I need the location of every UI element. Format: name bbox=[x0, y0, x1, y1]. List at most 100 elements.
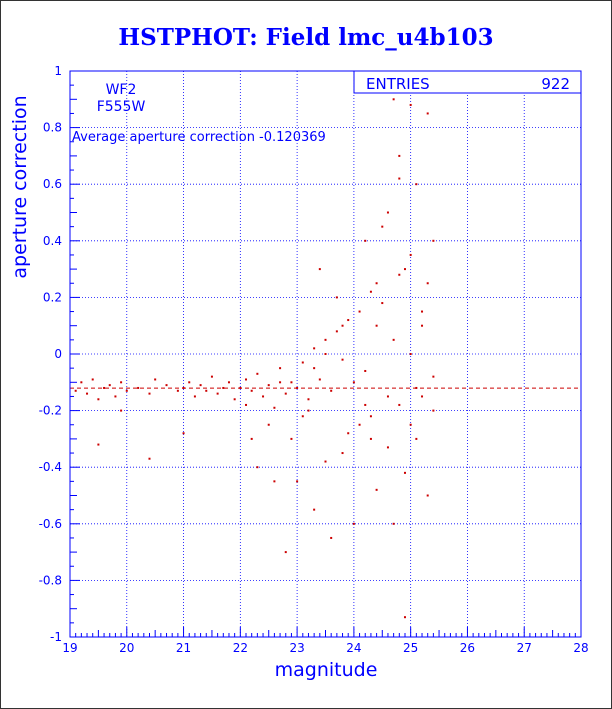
data-point bbox=[91, 378, 94, 381]
detector-label: WF2 bbox=[106, 82, 137, 98]
data-point bbox=[137, 386, 140, 389]
data-point bbox=[114, 395, 117, 398]
data-point bbox=[97, 443, 100, 446]
data-point bbox=[210, 375, 213, 378]
data-point bbox=[176, 389, 179, 392]
data-point bbox=[341, 324, 344, 327]
y-tick-label: 0.2 bbox=[43, 290, 62, 304]
data-point bbox=[398, 403, 401, 406]
data-point bbox=[409, 253, 412, 256]
y-tick-label: 0.8 bbox=[43, 121, 62, 135]
x-tick-label: 28 bbox=[573, 641, 588, 655]
data-point bbox=[273, 480, 276, 483]
data-point bbox=[381, 302, 384, 305]
data-point bbox=[381, 225, 384, 228]
x-tick-label: 27 bbox=[517, 641, 532, 655]
data-point bbox=[103, 386, 106, 389]
stats-box bbox=[353, 70, 582, 94]
data-point bbox=[409, 423, 412, 426]
data-point bbox=[148, 392, 151, 395]
data-point bbox=[426, 494, 429, 497]
data-point bbox=[267, 384, 270, 387]
data-point bbox=[426, 282, 429, 285]
data-point bbox=[216, 392, 219, 395]
data-point bbox=[335, 296, 338, 299]
data-point bbox=[375, 324, 378, 327]
x-tick-label: 23 bbox=[289, 641, 304, 655]
data-point bbox=[222, 386, 225, 389]
data-point bbox=[386, 446, 389, 449]
y-tick-label: -0.8 bbox=[39, 573, 62, 587]
data-point bbox=[421, 324, 424, 327]
data-point bbox=[301, 361, 304, 364]
data-point bbox=[341, 358, 344, 361]
data-point bbox=[318, 268, 321, 271]
data-point bbox=[352, 522, 355, 525]
data-point bbox=[352, 381, 355, 384]
data-point bbox=[432, 409, 435, 412]
data-point bbox=[358, 423, 361, 426]
data-point bbox=[330, 389, 333, 392]
data-point bbox=[398, 177, 401, 180]
data-point bbox=[74, 389, 77, 392]
data-point bbox=[86, 392, 89, 395]
data-point bbox=[296, 480, 299, 483]
entries-value: 922 bbox=[541, 75, 570, 93]
data-point bbox=[398, 154, 401, 157]
data-point bbox=[432, 375, 435, 378]
data-point bbox=[403, 471, 406, 474]
data-point bbox=[426, 112, 429, 115]
data-point bbox=[335, 330, 338, 333]
data-point bbox=[188, 381, 191, 384]
data-point bbox=[409, 353, 412, 355]
data-point bbox=[245, 378, 248, 381]
x-tick-label: 20 bbox=[119, 641, 134, 655]
data-point bbox=[313, 347, 316, 350]
entries-label: ENTRIES bbox=[366, 75, 430, 93]
data-point bbox=[182, 432, 185, 435]
data-point bbox=[432, 239, 435, 242]
data-point bbox=[403, 616, 406, 619]
data-point bbox=[199, 384, 202, 387]
data-point bbox=[245, 403, 248, 406]
y-axis-title: aperture correction bbox=[9, 95, 31, 278]
x-tick-label: 25 bbox=[403, 641, 418, 655]
data-point bbox=[398, 273, 401, 276]
data-point bbox=[165, 384, 168, 387]
data-points bbox=[74, 78, 441, 619]
data-point bbox=[125, 389, 128, 392]
data-point bbox=[341, 452, 344, 455]
data-point bbox=[318, 378, 321, 381]
data-point bbox=[330, 536, 333, 539]
data-point bbox=[375, 282, 378, 285]
data-point bbox=[324, 338, 327, 341]
x-tick-label: 22 bbox=[233, 641, 248, 655]
data-point bbox=[290, 381, 293, 384]
data-point bbox=[80, 381, 83, 384]
data-point bbox=[256, 466, 259, 469]
data-point bbox=[403, 268, 406, 271]
data-point bbox=[250, 389, 253, 392]
data-point bbox=[290, 437, 293, 440]
data-point bbox=[375, 488, 378, 491]
y-tick-label: 1 bbox=[54, 64, 62, 78]
data-point bbox=[392, 98, 395, 101]
data-point bbox=[267, 423, 270, 426]
data-point bbox=[154, 378, 157, 381]
data-point bbox=[364, 239, 367, 242]
data-point bbox=[313, 508, 316, 511]
y-tick-label: -0.6 bbox=[39, 517, 62, 531]
axis-ticks: 19 20 21 22 23 24 25 26 27 28 -1 -0.8 -0.6 -0.4 -0.2 0 0… bbox=[39, 64, 589, 655]
data-point bbox=[369, 290, 372, 293]
data-point bbox=[392, 522, 395, 525]
data-point bbox=[324, 460, 327, 463]
filter-label: F555W bbox=[97, 99, 146, 115]
x-tick-label: 26 bbox=[460, 641, 475, 655]
x-tick-label: 24 bbox=[346, 641, 361, 655]
data-point bbox=[386, 211, 389, 214]
x-tick-label: 21 bbox=[176, 641, 191, 655]
data-point bbox=[421, 395, 424, 398]
data-point bbox=[386, 395, 389, 398]
